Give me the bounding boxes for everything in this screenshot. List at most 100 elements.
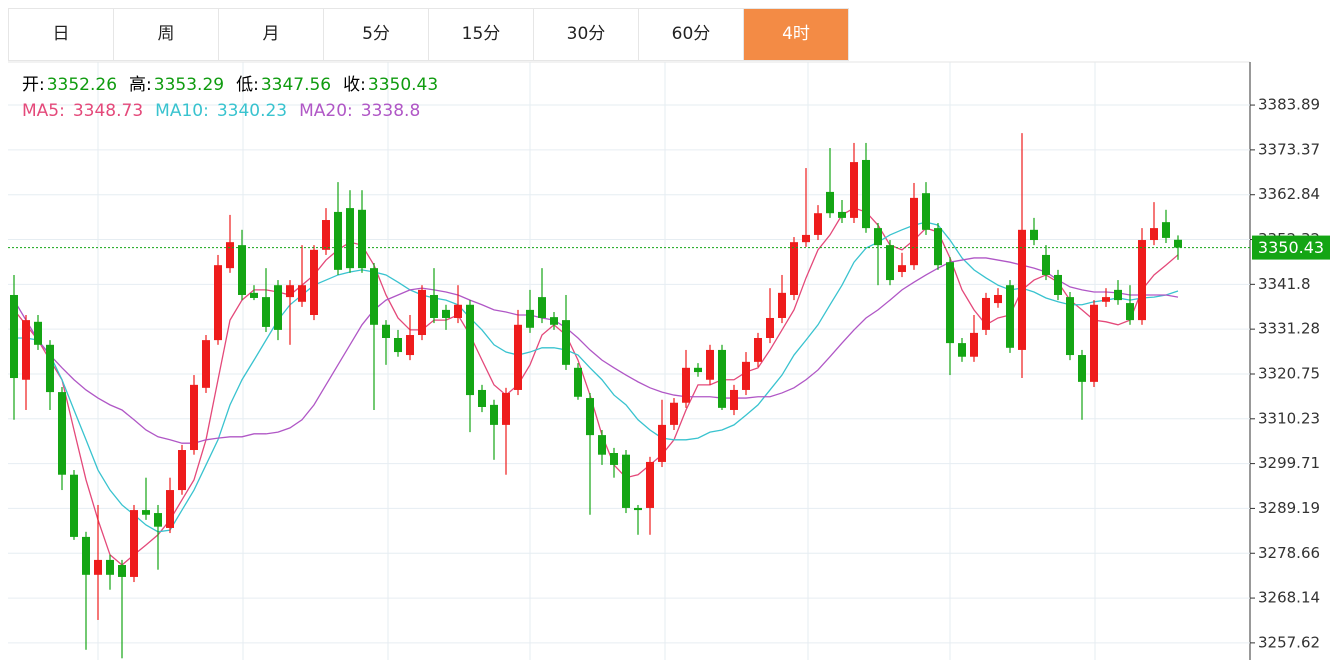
candle-body [154, 513, 162, 527]
ma-label: MA20: [299, 101, 353, 121]
ma-line [13, 257, 1179, 444]
candle-body [526, 309, 534, 328]
candle-body [622, 454, 630, 508]
candle-body [706, 349, 714, 380]
period-tab[interactable]: 30分 [534, 9, 639, 60]
candle-body [586, 398, 594, 436]
candle-body [814, 213, 822, 235]
y-tick-label: 3383.89 [1258, 96, 1320, 114]
candle-body [118, 565, 126, 577]
period-tabs: 日周月 5分 15分 30分 60分 4时 [8, 8, 849, 61]
candle-body [58, 392, 66, 475]
candle-body [886, 245, 894, 281]
candle-body [778, 292, 786, 318]
info-header: 开: 3352.26 高: 3353.29 低: 3347.56 收: 3350.43 MA5… [22, 72, 450, 124]
period-tab[interactable]: 60分 [639, 9, 744, 60]
candle-body [1078, 355, 1086, 382]
candle-body [1150, 228, 1158, 241]
candle-body [1138, 240, 1146, 321]
candle-body [370, 268, 378, 325]
candle-body [130, 510, 138, 577]
candle-body [1030, 229, 1038, 241]
candle-body [22, 320, 30, 380]
ma-label: MA10: [155, 101, 209, 121]
candle-body [802, 234, 810, 243]
vertical-grid [97, 62, 1096, 660]
candle-body [670, 402, 678, 425]
candle-body [1054, 274, 1062, 295]
ma-row: MA5: 3348.73 MA10: 3340.23 MA20: 3338.8 [22, 98, 450, 124]
y-tick-label: 3341.8 [1258, 275, 1311, 293]
ohlc-value: 3347.56 [260, 75, 332, 95]
candle-body [346, 208, 354, 269]
ohlc-label: 高: [129, 75, 152, 95]
candle-body [1018, 229, 1026, 350]
candle-body [442, 309, 450, 318]
candle-body [1174, 239, 1182, 248]
candle-body [550, 317, 558, 325]
candle-body [1066, 297, 1074, 356]
ma-line [14, 221, 1179, 533]
candle-body [382, 324, 390, 338]
candle-body [718, 349, 726, 408]
ohlc-label: 开: [22, 75, 45, 95]
candle-body [922, 193, 930, 230]
candle-body [106, 559, 114, 575]
candle-body [970, 332, 978, 357]
candle-body [454, 304, 462, 318]
candle-body [598, 435, 606, 455]
period-tab[interactable]: 日 [9, 9, 114, 60]
ohlc-row: 开: 3352.26 高: 3353.29 低: 3347.56 收: 3350.43 [22, 72, 450, 98]
candle-body [994, 294, 1002, 304]
candle-body [838, 211, 846, 218]
period-tab[interactable]: 5分 [324, 9, 429, 60]
candle-body [418, 289, 426, 336]
y-tick-label: 3289.19 [1258, 499, 1320, 517]
y-tick-label: 3362.84 [1258, 185, 1320, 203]
candle-body [766, 317, 774, 338]
last-price-box [1252, 235, 1330, 260]
candle-body [262, 297, 270, 327]
candle-body [790, 242, 798, 295]
candle-body [934, 228, 942, 266]
ohlc-label: 低: [236, 75, 259, 95]
candle-body [1114, 289, 1122, 301]
candle-body [1126, 303, 1134, 321]
candle-body [1042, 254, 1050, 275]
period-tab[interactable]: 周 [114, 9, 219, 60]
ma-label: MA5: [22, 101, 65, 121]
ohlc-value: 3353.29 [153, 75, 225, 95]
candle-body [94, 559, 102, 575]
ohlc-value: 3350.43 [367, 75, 439, 95]
candle-body [202, 340, 210, 388]
candle-body [898, 265, 906, 272]
candle-body [694, 367, 702, 373]
period-tab[interactable]: 4时 [744, 9, 849, 60]
candle-body [502, 392, 510, 425]
period-tab[interactable]: 15分 [429, 9, 534, 60]
candle-body [394, 338, 402, 353]
candle-body [82, 536, 90, 575]
period-tab[interactable]: 月 [219, 9, 324, 60]
ma-value: 3348.73 [72, 101, 144, 121]
candle-body [658, 424, 666, 462]
candle-body [274, 285, 282, 330]
candle-body [1006, 285, 1014, 348]
candle-body [166, 490, 174, 528]
candle-body [10, 294, 18, 379]
y-tick-label: 3373.37 [1258, 140, 1320, 158]
candle-body [562, 320, 570, 365]
candle-body [682, 367, 690, 403]
candle-body [754, 338, 762, 362]
candle-body [538, 297, 546, 318]
y-tick-label: 3320.75 [1258, 364, 1320, 382]
y-tick-label: 3278.66 [1258, 544, 1320, 562]
candle-body [178, 450, 186, 491]
candle-body [214, 265, 222, 341]
candle-body [70, 474, 78, 537]
candle-body [910, 197, 918, 266]
candle-body [34, 321, 42, 345]
candle-body [226, 242, 234, 269]
